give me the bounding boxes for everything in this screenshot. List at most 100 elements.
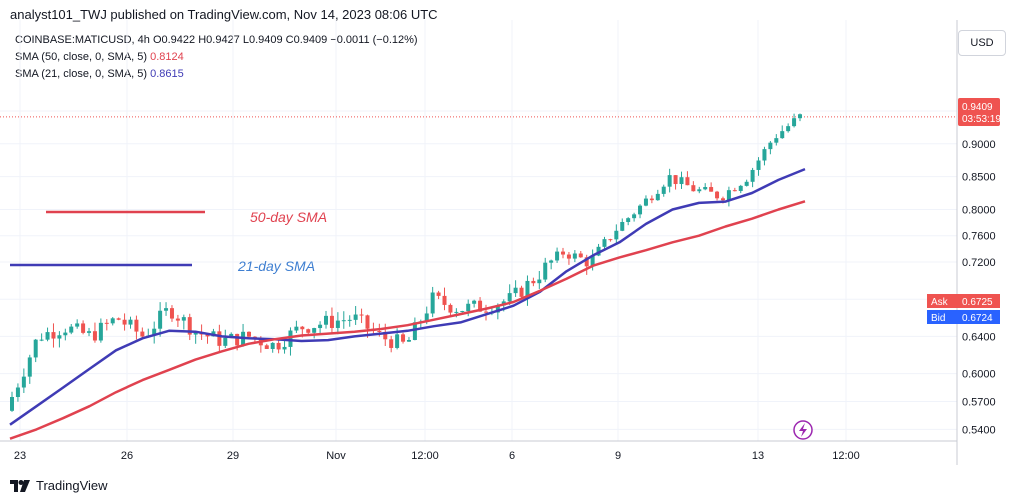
- chart-legend: COINBASE:MATICUSD, 4h O0.9422 H0.9427 L0…: [15, 32, 418, 83]
- candles: [10, 113, 802, 412]
- currency-button[interactable]: USD: [958, 30, 1006, 56]
- y-tick-label: 0.5400: [962, 424, 996, 436]
- y-tick-label: 0.5700: [962, 397, 996, 409]
- legend-sma21-row[interactable]: SMA (21, close, 0, SMA, 5) 0.8615: [15, 66, 418, 83]
- candle: [27, 354, 32, 384]
- candle: [98, 318, 103, 343]
- candle: [312, 327, 317, 339]
- sma21-line: [9, 167, 806, 426]
- candle: [786, 123, 791, 133]
- candle: [69, 323, 74, 335]
- candle: [282, 339, 287, 354]
- chart-grid: [0, 20, 957, 441]
- candle: [329, 307, 334, 335]
- x-tick-label: 6: [509, 450, 515, 462]
- candle: [792, 113, 797, 128]
- candle: [15, 383, 20, 402]
- candle: [187, 313, 192, 341]
- candle: [270, 342, 275, 353]
- lightning-icon[interactable]: [793, 420, 813, 440]
- sma21-annotation-text: 21-day SMA: [237, 258, 315, 274]
- candle: [537, 270, 542, 289]
- last-price-badge: 0.9409 03:53:19: [958, 98, 1001, 126]
- candle: [667, 168, 672, 193]
- candle: [87, 327, 92, 337]
- candle: [63, 328, 68, 341]
- candle: [661, 184, 666, 197]
- candle: [555, 247, 560, 263]
- legend-ohlc: O0.9422 H0.9427 L0.9409 C0.9409 −0.0011 …: [152, 34, 418, 46]
- candle: [519, 285, 524, 299]
- candle: [561, 247, 566, 259]
- y-tick-label: 0.8500: [962, 172, 996, 184]
- ask-value: 0.6725: [962, 297, 993, 308]
- candle: [602, 236, 607, 249]
- candle: [626, 217, 631, 226]
- x-tick-label: 13: [752, 450, 764, 462]
- y-tick-label: 0.6000: [962, 369, 996, 381]
- candle: [21, 368, 26, 393]
- candle: [673, 175, 678, 190]
- x-tick-label: 26: [121, 450, 133, 462]
- candle: [116, 317, 121, 321]
- candle: [798, 113, 802, 122]
- x-tick-label: 12:00: [411, 450, 439, 462]
- candle: [193, 331, 198, 344]
- candle: [359, 308, 364, 324]
- candle: [75, 319, 80, 329]
- candle: [353, 306, 358, 325]
- candle: [158, 302, 163, 337]
- countdown-value: 03:53:19: [962, 114, 1001, 125]
- candle: [531, 277, 536, 287]
- candle: [152, 321, 157, 344]
- candle: [448, 303, 453, 318]
- candle: [436, 290, 441, 300]
- candle: [51, 323, 56, 348]
- legend-sma50-row[interactable]: SMA (50, close, 0, SMA, 5) 0.8124: [15, 49, 418, 66]
- candle: [39, 333, 44, 342]
- last-price-value: 0.9409: [962, 102, 993, 113]
- y-tick-label: 0.7600: [962, 231, 996, 243]
- candle: [750, 167, 755, 188]
- candle: [762, 146, 767, 166]
- candle: [324, 310, 329, 329]
- candle: [92, 322, 97, 343]
- candle: [572, 250, 577, 263]
- candle: [306, 328, 311, 335]
- x-tick-label: 12:00: [832, 450, 860, 462]
- legend-symbol[interactable]: COINBASE:MATICUSD, 4h: [15, 34, 150, 46]
- candle: [341, 311, 346, 329]
- candle: [774, 134, 779, 146]
- candle: [10, 391, 14, 412]
- footer-brand[interactable]: TradingView: [10, 478, 108, 493]
- candle: [276, 338, 281, 354]
- legend-sma21-value: 0.8615: [150, 68, 184, 80]
- candle: [697, 186, 702, 194]
- candle: [549, 259, 554, 270]
- x-tick-label: Nov: [326, 450, 346, 462]
- candle: [614, 224, 619, 245]
- candle: [649, 195, 654, 204]
- y-tick-label: 0.8000: [962, 204, 996, 216]
- legend-sma21-label: SMA (21, close, 0, SMA, 5): [15, 68, 148, 80]
- candle: [104, 319, 109, 331]
- legend-symbol-row: COINBASE:MATICUSD, 4h O0.9422 H0.9427 L0…: [15, 32, 418, 49]
- candle: [768, 141, 773, 155]
- bid-label: Bid: [931, 313, 945, 324]
- candle: [507, 284, 512, 305]
- candle: [460, 310, 465, 313]
- candle: [578, 250, 583, 258]
- candle: [780, 125, 785, 139]
- candle: [241, 323, 246, 347]
- candle: [679, 171, 684, 189]
- tradingview-logo-icon: [10, 479, 30, 492]
- candle: [608, 238, 613, 242]
- candle: [632, 212, 637, 222]
- candle: [181, 314, 186, 330]
- x-tick-label: 29: [227, 450, 239, 462]
- candle: [347, 315, 352, 327]
- sma50-annotation-text: 50-day SMA: [250, 209, 327, 225]
- legend-sma50-label: SMA (50, close, 0, SMA, 5): [15, 51, 148, 63]
- axes: 0.95000.90000.85000.80000.76000.72000.68…: [14, 106, 996, 462]
